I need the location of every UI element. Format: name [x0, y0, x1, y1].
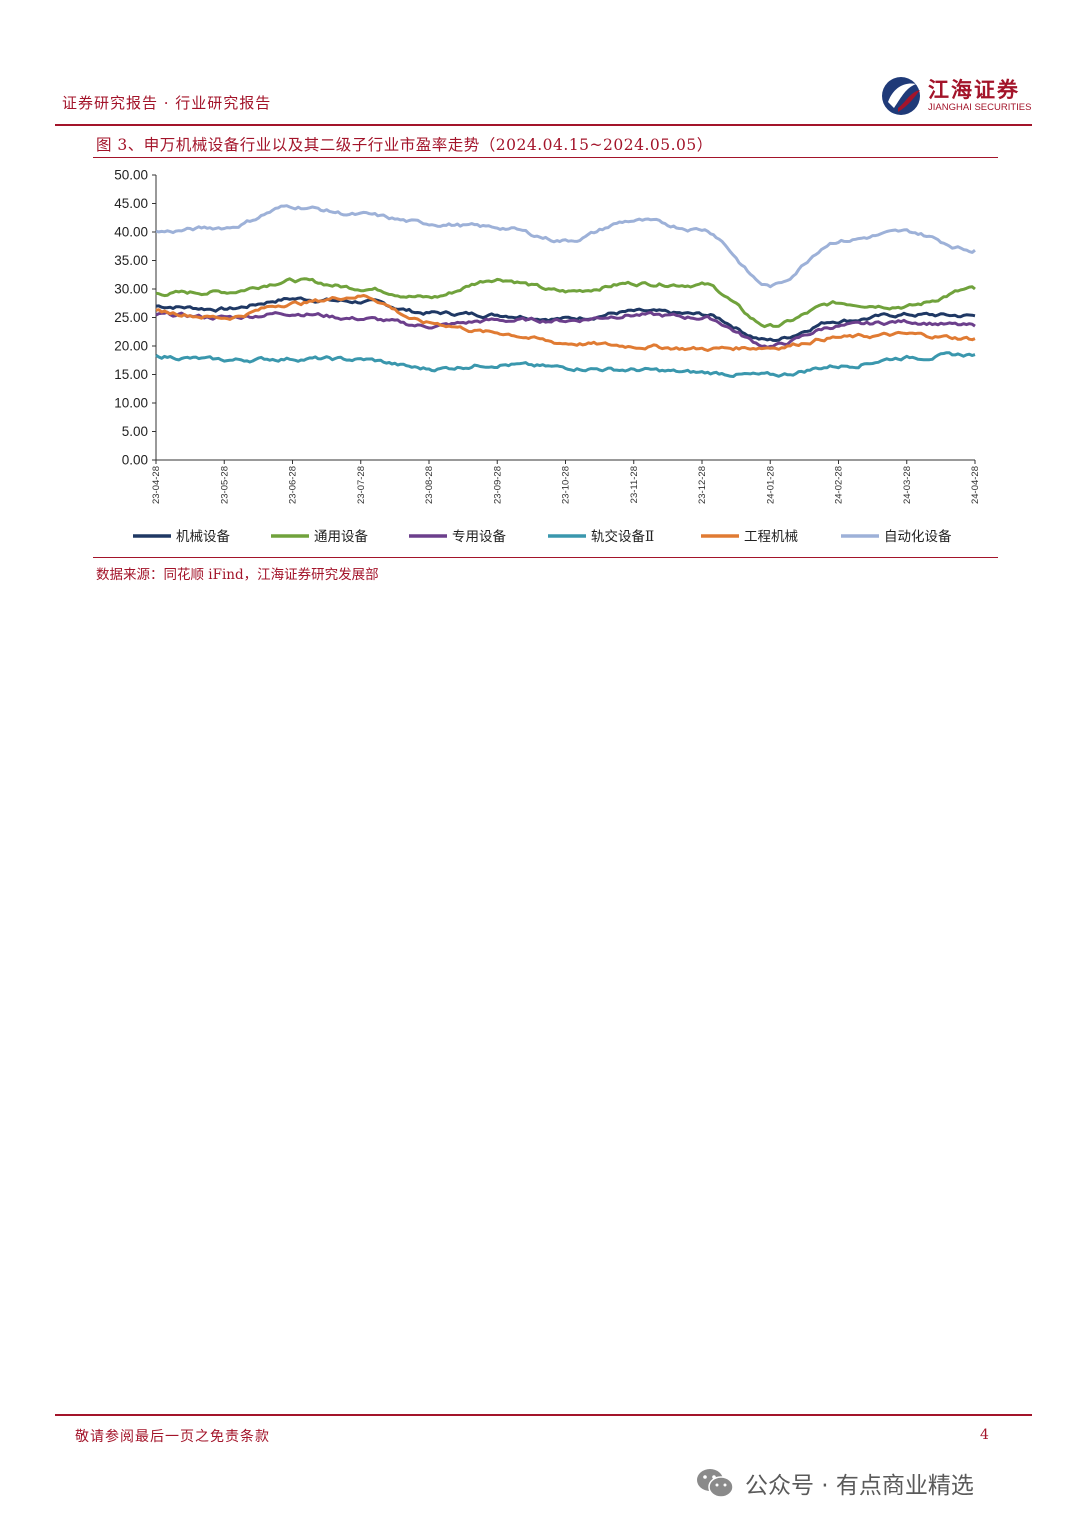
header-divider	[55, 124, 1032, 126]
watermark-text: 公众号 · 有点商业精选	[745, 1473, 974, 1499]
y-tick-label: 10.00	[114, 396, 148, 411]
series-line-4	[155, 351, 976, 378]
y-tick-label: 35.00	[114, 253, 148, 268]
series-line-6	[155, 204, 976, 289]
series-line-5	[155, 294, 976, 352]
figure-title-divider	[93, 157, 998, 158]
figure-title: 图 3、申万机械设备行业以及其二级子行业市盈率走势（2024.04.15~202…	[96, 136, 713, 154]
y-tick-label: 50.00	[114, 168, 148, 183]
y-tick-label: 25.00	[114, 310, 148, 325]
legend-label: 工程机械	[744, 529, 798, 545]
pe-ratio-line-chart: 50.00 45.00 40.00 35.00 30.00 25.00 20.00 15.00…	[114, 168, 981, 546]
y-tick-label: 30.00	[114, 282, 148, 297]
legend-label: 轨交设备Ⅱ	[591, 528, 654, 545]
x-tick-label: 24-02-28	[834, 466, 845, 504]
y-tick-label: 5.00	[122, 424, 148, 439]
x-tick-label: 23-11-28	[629, 466, 640, 503]
x-tick-label: 23-09-28	[492, 466, 503, 504]
x-tick-label: 24-04-28	[970, 466, 981, 504]
page-number: 4	[980, 1427, 989, 1443]
legend-label: 通用设备	[314, 528, 368, 545]
y-tick-label: 15.00	[114, 367, 148, 382]
x-tick-label: 24-01-28	[765, 466, 776, 504]
x-tick-label: 23-12-28	[697, 466, 708, 504]
wechat-icon	[697, 1469, 734, 1498]
y-tick-label: 45.00	[114, 196, 148, 211]
logo-chinese-name: 江海证券	[928, 78, 1020, 102]
legend-label: 自动化设备	[884, 528, 952, 545]
legend-label: 专用设备	[452, 528, 506, 545]
x-tick-label: 23-04-28	[151, 466, 162, 504]
report-header-title: 证券研究报告 · 行业研究报告	[62, 94, 272, 112]
x-tick-label: 23-08-28	[424, 466, 435, 504]
series-line-2	[155, 277, 976, 329]
x-tick-label: 23-10-28	[561, 466, 572, 504]
source-divider	[93, 557, 998, 558]
y-tick-label: 0.00	[122, 453, 148, 468]
logo-mark-icon	[882, 77, 920, 115]
y-tick-label: 40.00	[114, 225, 148, 240]
y-tick-label: 20.00	[114, 339, 148, 354]
data-source: 数据来源：同花顺 iFind，江海证券研究发展部	[96, 567, 379, 583]
company-logo: 江海证券 JIANGHAI SECURITIES	[880, 72, 1040, 118]
x-tick-label: 23-05-28	[219, 466, 230, 504]
x-tick-label: 23-06-28	[288, 466, 299, 504]
series-line-1	[155, 296, 976, 342]
footer-divider	[55, 1414, 1032, 1416]
watermark: 公众号 · 有点商业精选	[695, 1465, 974, 1501]
logo-english-name: JIANGHAI SECURITIES	[928, 102, 1032, 113]
series-line-3	[155, 310, 976, 349]
footer-disclaimer: 敬请参阅最后一页之免责条款	[75, 1429, 270, 1445]
legend-label: 机械设备	[176, 528, 230, 545]
x-tick-label: 23-07-28	[356, 466, 367, 504]
x-tick-label: 24-03-28	[902, 466, 913, 504]
